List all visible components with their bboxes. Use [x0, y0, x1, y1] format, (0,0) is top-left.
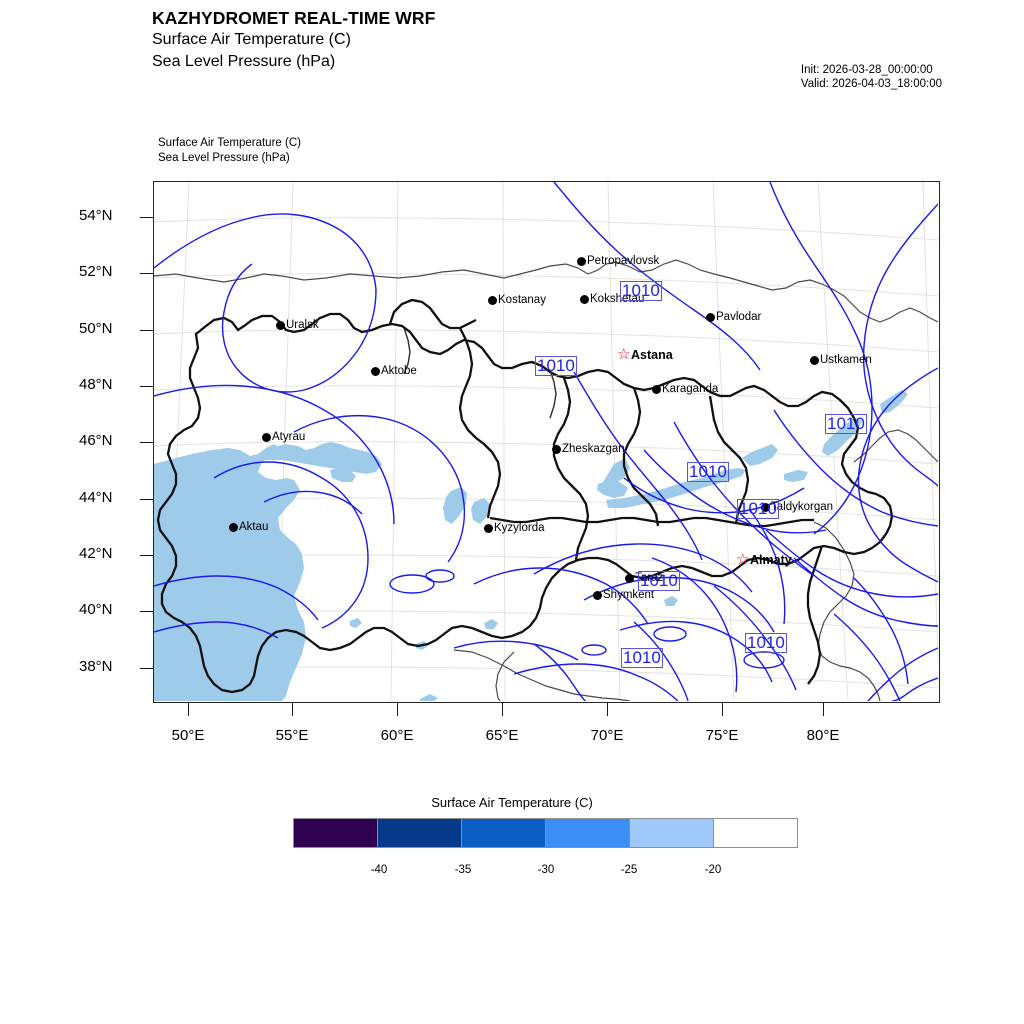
lat-label-42°N: 42°N	[79, 545, 113, 562]
colorbar[interactable]	[293, 818, 798, 848]
colorbar-tick--35: -35	[454, 864, 472, 876]
map-plot-area[interactable]	[153, 181, 940, 703]
colorbar-segment-1	[377, 819, 461, 847]
lat-tick-50°N	[140, 330, 153, 331]
lat-label-46°N: 46°N	[79, 432, 113, 449]
lat-tick-38°N	[140, 668, 153, 669]
lat-tick-54°N	[140, 217, 153, 218]
lon-tick-65°E	[502, 703, 503, 716]
pressure-contours	[154, 182, 938, 701]
lon-tick-55°E	[292, 703, 293, 716]
model-run-stamp: Init: 2026-03-28_00:00:00 Valid: 2026-04…	[801, 63, 942, 91]
oblast-boundaries	[403, 327, 557, 419]
lon-label-75°E: 75°E	[705, 727, 739, 744]
kazakhstan-border	[156, 298, 894, 694]
init-time: Init: 2026-03-28_00:00:00	[800, 64, 933, 76]
lon-label-65°E: 65°E	[485, 727, 519, 744]
lat-label-54°N: 54°N	[79, 207, 113, 224]
lon-label-55°E: 55°E	[275, 727, 309, 744]
lat-label-48°N: 48°N	[79, 376, 113, 393]
colorbar-tick--20: -20	[704, 864, 722, 876]
colorbar-tick--25: -25	[620, 864, 638, 876]
lon-tick-80°E	[823, 703, 824, 716]
colorbar-tick--40: -40	[370, 864, 388, 876]
valid-time: Valid: 2026-04-03_18:00:00	[800, 78, 942, 90]
lon-label-50°E: 50°E	[171, 727, 205, 744]
lat-tick-52°N	[140, 273, 153, 274]
panel-caption-line2: Sea Level Pressure (hPa)	[158, 152, 290, 164]
page-title: KAZHYDROMET REAL-TIME WRF	[152, 8, 436, 28]
lat-tick-42°N	[140, 555, 153, 556]
lon-tick-75°E	[722, 703, 723, 716]
map-graphics	[154, 182, 938, 701]
header-block: KAZHYDROMET REAL-TIME WRF Surface Air Te…	[152, 8, 435, 73]
panel-caption: Surface Air Temperature (C) Sea Level Pr…	[158, 136, 301, 166]
lat-tick-44°N	[140, 499, 153, 500]
lon-tick-70°E	[607, 703, 608, 716]
colorbar-segment-2	[461, 819, 545, 847]
lat-label-52°N: 52°N	[79, 263, 113, 280]
lon-tick-60°E	[397, 703, 398, 716]
lat-label-44°N: 44°N	[79, 489, 113, 506]
colorbar-segment-0	[294, 819, 377, 847]
lat-tick-48°N	[140, 386, 153, 387]
subtitle-pressure: Sea Level Pressure (hPa)	[152, 53, 336, 70]
colorbar-tick--30: -30	[537, 864, 555, 876]
international-borders	[154, 259, 938, 701]
lat-tick-40°N	[140, 611, 153, 612]
lat-label-50°N: 50°N	[79, 320, 113, 337]
colorbar-segment-4	[629, 819, 713, 847]
colorbar-segment-3	[545, 819, 629, 847]
lat-label-40°N: 40°N	[79, 601, 113, 618]
lon-tick-50°E	[188, 703, 189, 716]
colorbar-segment-5	[713, 819, 797, 847]
lon-label-60°E: 60°E	[380, 727, 414, 744]
panel-caption-line1: Surface Air Temperature (C)	[158, 137, 301, 149]
lon-label-70°E: 70°E	[590, 727, 624, 744]
lat-label-38°N: 38°N	[79, 658, 113, 675]
colorbar-title: Surface Air Temperature (C)	[431, 795, 593, 810]
lat-tick-46°N	[140, 442, 153, 443]
lon-label-80°E: 80°E	[806, 727, 840, 744]
subtitle-temperature: Surface Air Temperature (C)	[152, 31, 351, 48]
